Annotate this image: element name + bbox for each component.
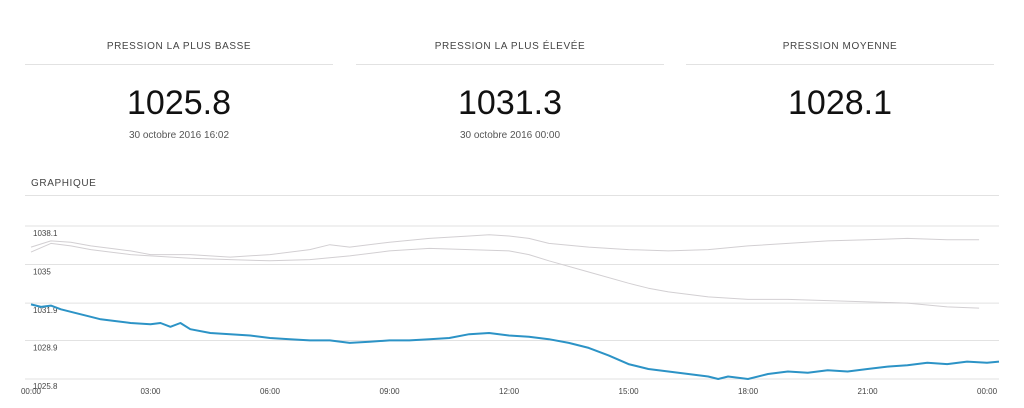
x-tick-label: 03:00 [140, 387, 161, 396]
stat-label: PRESSION LA PLUS ÉLEVÉE [356, 28, 664, 65]
y-tick-label: 1035 [33, 268, 51, 277]
stat-label: PRESSION LA PLUS BASSE [25, 28, 333, 65]
y-tick-label: 1038.1 [33, 229, 58, 238]
graph-section-title: GRAPHIQUE [31, 178, 97, 189]
stat-date: 30 octobre 2016 00:00 [459, 130, 561, 141]
x-tick-label: 21:00 [858, 387, 879, 396]
x-tick-label: 15:00 [619, 387, 640, 396]
y-tick-label: 1028.9 [33, 343, 58, 352]
stat-value: 1031.3 [458, 84, 562, 122]
x-tick-label: 12:00 [499, 387, 520, 396]
stat-date: 30 octobre 2016 16:02 [128, 130, 230, 141]
x-tick-label: 09:00 [380, 387, 401, 396]
stat-value: 1025.8 [127, 84, 231, 122]
stat-value: 1028.1 [788, 84, 892, 122]
section-divider [25, 195, 999, 196]
stat-average-pressure: PRESSION MOYENNE 1028.1 [686, 28, 994, 148]
series-line-pressure [30, 303, 1000, 380]
stat-lowest-pressure: PRESSION LA PLUS BASSE 1025.8 30 octobre… [25, 28, 333, 148]
x-tick-label: 18:00 [738, 387, 759, 396]
x-tick-label: 06:00 [260, 387, 281, 396]
series-line-reference-upper [30, 234, 980, 258]
y-tick-label: 1025.8 [33, 382, 58, 391]
x-tick-label: 00:00 [21, 387, 42, 396]
series-line-reference-lower [30, 242, 980, 309]
stat-label: PRESSION MOYENNE [686, 28, 994, 65]
x-tick-label: 00:00 [977, 387, 998, 396]
y-tick-label: 1031.9 [33, 306, 58, 315]
stat-highest-pressure: PRESSION LA PLUS ÉLEVÉE 1031.3 30 octobr… [356, 28, 664, 148]
